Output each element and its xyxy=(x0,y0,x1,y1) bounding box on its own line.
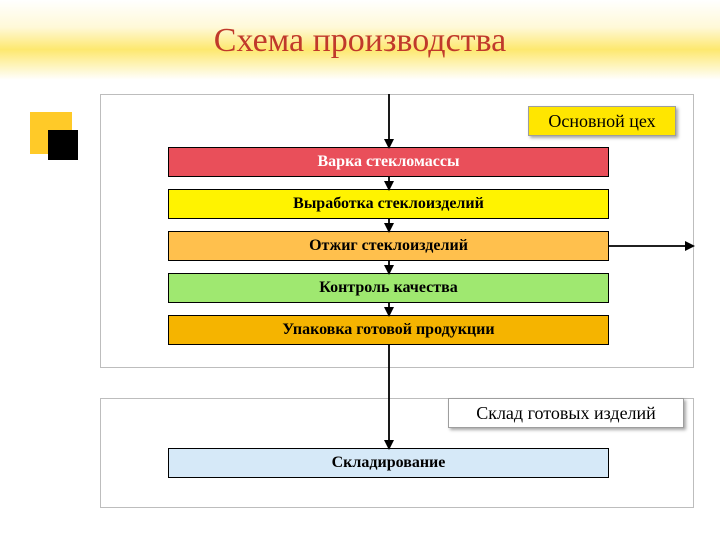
step-5: Упаковка готовой продукции xyxy=(168,315,609,345)
label-warehouse: Склад готовых изделий xyxy=(448,398,684,428)
step-3-label: Отжиг стеклоизделий xyxy=(309,237,468,255)
label-warehouse-text: Склад готовых изделий xyxy=(476,403,656,424)
step-2: Выработка стеклоизделий xyxy=(168,189,609,219)
label-main-text: Основной цех xyxy=(548,111,655,132)
accent-icon xyxy=(30,112,90,172)
step-3: Отжиг стеклоизделий xyxy=(168,231,609,261)
step-1: Варка стекломассы xyxy=(168,147,609,177)
step-4-label: Контроль качества xyxy=(319,279,457,297)
step-4: Контроль качества xyxy=(168,273,609,303)
step-5-label: Упаковка готовой продукции xyxy=(282,321,494,339)
step-2-label: Выработка стеклоизделий xyxy=(293,195,484,213)
step-1-label: Варка стекломассы xyxy=(318,153,460,171)
step-6-label: Складирование xyxy=(332,454,446,472)
diagram-root: Схема производства Основной цех Склад го… xyxy=(0,0,720,540)
page-title: Схема производства xyxy=(0,22,720,60)
step-6: Складирование xyxy=(168,448,609,478)
label-main-workshop: Основной цех xyxy=(528,106,676,136)
